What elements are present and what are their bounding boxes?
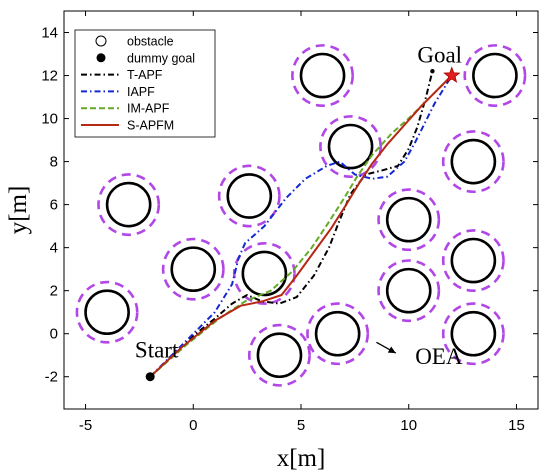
obstacle-safety-ring bbox=[441, 130, 505, 194]
obstacle-safety-ring bbox=[247, 323, 311, 387]
legend-swatch-dummy-goal bbox=[96, 53, 106, 63]
legend-entry-t-apf: T-APF bbox=[127, 68, 163, 82]
series-line-iapf bbox=[149, 74, 453, 378]
obstacle-safety-ring bbox=[377, 259, 441, 323]
legend: obstacle dummy goal T-APF IAPF IM-APF S-APFM bbox=[74, 29, 216, 138]
annotation-oea: OEA bbox=[415, 344, 463, 369]
ticks-layer: -5 0 5 10 15 -2 0 2 4 6 8 10 12 14 bbox=[41, 11, 538, 434]
x-axis-label: x[m] bbox=[277, 445, 326, 472]
obstacle-circle bbox=[84, 289, 130, 336]
legend-entry-obstacle: obstacle bbox=[127, 35, 174, 49]
obstacle-safety-ring bbox=[291, 44, 355, 108]
y-tick-label: 12 bbox=[41, 68, 58, 85]
obstacle-circle bbox=[385, 267, 432, 314]
y-tick-label: -2 bbox=[45, 369, 58, 386]
y-tick-label: 4 bbox=[50, 240, 58, 257]
annotation-start: Start bbox=[135, 337, 179, 362]
series-line-s-apfm bbox=[149, 74, 453, 378]
legend-entry-dummy-goal: dummy goal bbox=[127, 51, 195, 65]
obstacle-circle bbox=[170, 246, 217, 293]
obstacle-circle bbox=[450, 310, 497, 357]
legend-swatch-obstacle bbox=[95, 35, 107, 47]
annotations-layer: Goal Start OEA bbox=[135, 43, 463, 369]
obstacle-safety-ring bbox=[463, 44, 527, 108]
x-tick-label: -5 bbox=[79, 417, 92, 434]
x-tick-label: 15 bbox=[508, 417, 525, 434]
obstacle-circle bbox=[314, 310, 361, 357]
obstacle-safety-ring bbox=[75, 280, 139, 344]
obstacle-safety-ring bbox=[377, 188, 441, 252]
y-tick-label: 2 bbox=[50, 283, 58, 300]
annotation-goal: Goal bbox=[417, 43, 462, 68]
obstacle-circle bbox=[327, 123, 374, 170]
y-tick-label: 10 bbox=[41, 111, 58, 128]
obstacle-safety-ring bbox=[161, 237, 225, 301]
y-tick-label: 0 bbox=[50, 326, 58, 343]
x-tick-label: 10 bbox=[400, 417, 417, 434]
dummy-goal-marker bbox=[430, 69, 435, 74]
y-tick-label: 8 bbox=[50, 154, 58, 171]
obstacle-safety-ring bbox=[97, 173, 161, 237]
legend-entry-im-apf: IM-APF bbox=[127, 102, 170, 116]
legend-entry-s-apfm: S-APFM bbox=[127, 119, 174, 133]
oea-arrow-head bbox=[387, 346, 396, 354]
legend-entry-iapf: IAPF bbox=[127, 85, 155, 99]
obstacle-safety-ring bbox=[306, 302, 370, 366]
y-tick-label: 6 bbox=[50, 197, 58, 214]
obstacle-circle bbox=[105, 181, 152, 228]
obstacles-layer bbox=[75, 44, 527, 387]
x-tick-label: 5 bbox=[297, 417, 305, 434]
obstacle-circle bbox=[450, 138, 497, 185]
obstacle-circle bbox=[256, 332, 303, 379]
obstacle-circle bbox=[299, 52, 346, 99]
y-tick-label: 14 bbox=[41, 25, 58, 42]
series-layer bbox=[149, 70, 453, 378]
series-line-t-apf bbox=[149, 70, 434, 378]
markers-layer bbox=[145, 66, 461, 382]
x-tick-label: 0 bbox=[189, 417, 197, 434]
y-axis-label: y[m] bbox=[5, 186, 32, 235]
obstacle-safety-ring bbox=[441, 229, 505, 293]
obstacle-safety-ring bbox=[441, 302, 505, 366]
obstacle-safety-ring bbox=[217, 164, 281, 228]
obstacle-circle bbox=[385, 196, 432, 243]
obstacle-circle bbox=[472, 52, 518, 99]
obstacle-circle bbox=[450, 237, 497, 284]
legend-box bbox=[74, 29, 216, 138]
obstacle-circle bbox=[241, 250, 288, 297]
start-marker bbox=[145, 372, 155, 382]
obstacle-circle bbox=[226, 173, 273, 219]
goal-star-marker bbox=[443, 66, 461, 83]
obstacle-safety-ring bbox=[319, 115, 383, 178]
